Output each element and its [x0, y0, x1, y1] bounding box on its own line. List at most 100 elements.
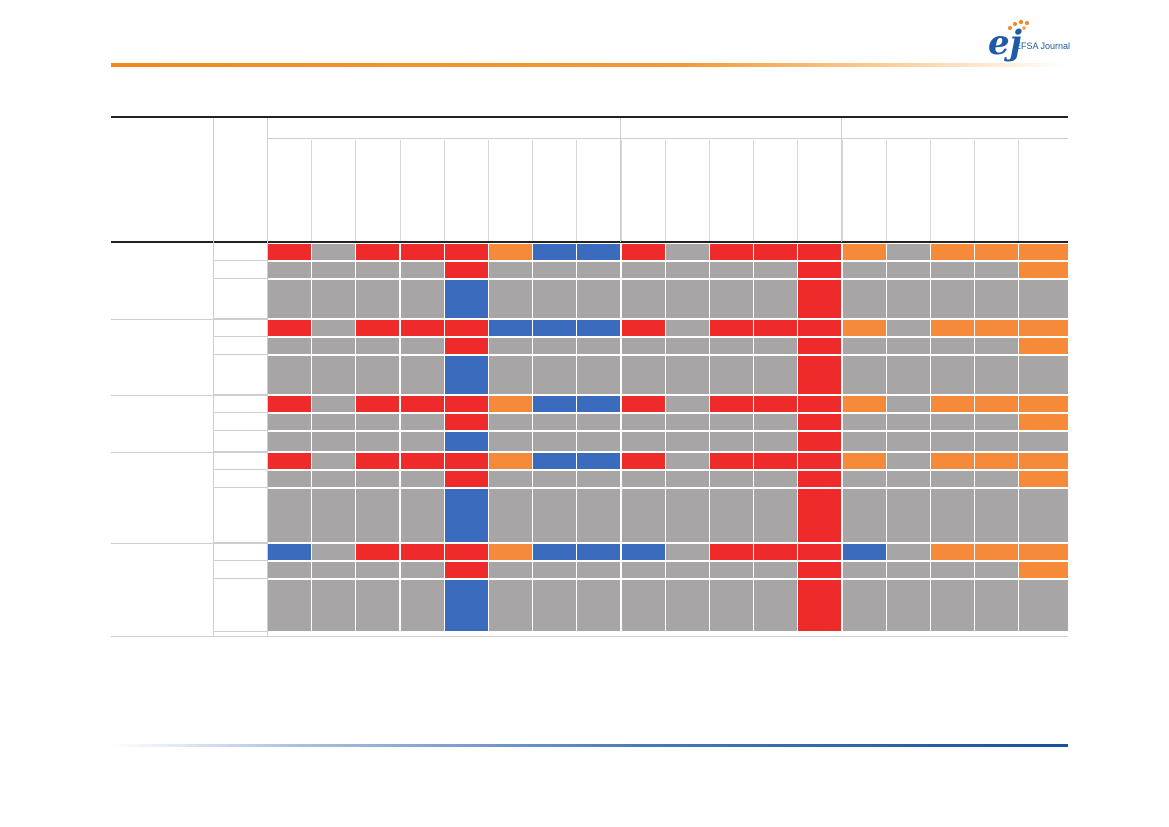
column-divider — [1018, 140, 1019, 241]
matrix-cell — [754, 580, 797, 631]
matrix-cell — [710, 262, 753, 278]
matrix-cell — [666, 414, 709, 430]
matrix-cell — [843, 262, 886, 278]
matrix-cell — [356, 453, 399, 469]
matrix-cell — [710, 338, 753, 354]
matrix-cell — [975, 489, 1018, 542]
matrix-cell — [445, 414, 488, 430]
logo-text: EFSA Journal — [1015, 41, 1071, 51]
row-group-rule — [111, 543, 268, 544]
matrix-cell — [975, 262, 1018, 278]
matrix-cell — [1019, 244, 1068, 260]
matrix-cell — [798, 544, 841, 560]
matrix-cell — [489, 471, 532, 487]
matrix-cell — [401, 580, 444, 631]
matrix-cell — [577, 544, 620, 560]
matrix-cell — [754, 396, 797, 412]
matrix-cell — [887, 489, 930, 542]
matrix-cell — [798, 356, 841, 394]
matrix-cell — [843, 338, 886, 354]
matrix-cell — [401, 562, 444, 578]
matrix-cell — [975, 562, 1018, 578]
matrix-cell — [489, 320, 532, 336]
matrix-cell — [975, 453, 1018, 469]
matrix-cell — [754, 280, 797, 318]
matrix-cell — [533, 580, 576, 631]
matrix-cell — [798, 280, 841, 318]
matrix-cell — [356, 489, 399, 542]
matrix-cell — [1019, 396, 1068, 412]
matrix-cell — [489, 489, 532, 542]
matrix-cell — [666, 453, 709, 469]
sub-row-rule — [213, 430, 268, 431]
matrix-cell — [268, 414, 311, 430]
matrix-cell — [1019, 580, 1068, 631]
matrix-cell — [1019, 562, 1068, 578]
matrix-cell — [312, 544, 355, 560]
sub-row-rule — [213, 631, 268, 632]
matrix-cell — [843, 544, 886, 560]
matrix-cell — [489, 544, 532, 560]
matrix-cell — [489, 432, 532, 451]
column-divider — [621, 140, 622, 241]
matrix-cell — [401, 320, 444, 336]
matrix-cell — [931, 544, 974, 560]
matrix-cell — [445, 244, 488, 260]
matrix-cell — [710, 580, 753, 631]
matrix-cell — [445, 471, 488, 487]
column-group-divider — [620, 118, 621, 242]
matrix-cell — [445, 396, 488, 412]
matrix-cell — [975, 320, 1018, 336]
matrix-cell — [798, 262, 841, 278]
matrix-cell — [268, 356, 311, 394]
matrix-cell — [401, 280, 444, 318]
matrix-cell — [1019, 280, 1068, 318]
matrix-cell — [666, 471, 709, 487]
matrix-cell — [975, 280, 1018, 318]
matrix-cell — [843, 489, 886, 542]
matrix-cell — [356, 338, 399, 354]
matrix-cell — [1019, 356, 1068, 394]
matrix-cell — [843, 244, 886, 260]
matrix-cell — [445, 562, 488, 578]
matrix-cell — [312, 262, 355, 278]
column-divider — [974, 140, 975, 241]
matrix-cell — [533, 453, 576, 469]
row-group-rule — [111, 319, 268, 320]
matrix-cell — [710, 280, 753, 318]
column-divider — [709, 140, 710, 241]
matrix-cell — [445, 432, 488, 451]
matrix-cell — [356, 280, 399, 318]
matrix-cell — [489, 280, 532, 318]
matrix-cell — [666, 262, 709, 278]
matrix-cell — [975, 414, 1018, 430]
matrix-cell — [268, 432, 311, 451]
matrix-cell — [401, 244, 444, 260]
matrix-cell — [489, 453, 532, 469]
matrix-cell — [843, 432, 886, 451]
matrix-cell — [533, 414, 576, 430]
matrix-cell — [975, 471, 1018, 487]
matrix-cell — [975, 432, 1018, 451]
matrix-cell — [445, 280, 488, 318]
matrix-cell — [577, 471, 620, 487]
matrix-cell — [577, 244, 620, 260]
matrix-cell — [533, 356, 576, 394]
matrix-cell — [931, 453, 974, 469]
matrix-cell — [622, 320, 665, 336]
matrix-cell — [489, 244, 532, 260]
matrix-cell — [577, 562, 620, 578]
matrix-cell — [356, 262, 399, 278]
matrix-cell — [931, 471, 974, 487]
matrix-cell — [445, 489, 488, 542]
matrix-cell — [975, 338, 1018, 354]
matrix-cell — [931, 262, 974, 278]
matrix-cell — [401, 432, 444, 451]
matrix-cell — [1019, 262, 1068, 278]
matrix-cell — [268, 338, 311, 354]
matrix-cell — [887, 562, 930, 578]
matrix-cell — [975, 580, 1018, 631]
matrix-cell — [622, 280, 665, 318]
matrix-cell — [268, 244, 311, 260]
